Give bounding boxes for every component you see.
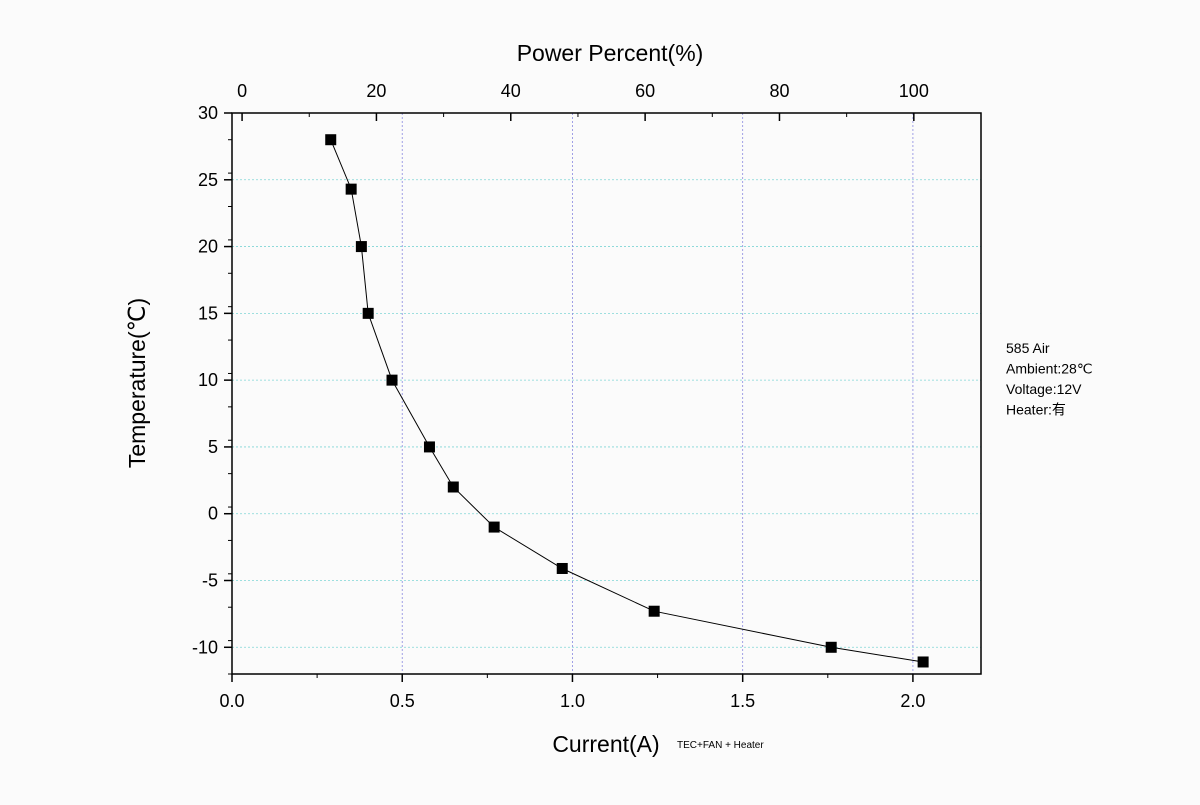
x-tick-label: 1.0 xyxy=(560,691,585,711)
y-tick-label: 5 xyxy=(208,437,218,457)
y-tick-label: 20 xyxy=(198,237,218,257)
axes-layer xyxy=(224,112,982,682)
top-x-tick-label: 20 xyxy=(366,81,386,101)
x-axis-title: Current(A) xyxy=(552,731,659,757)
data-point xyxy=(345,183,357,195)
x-tick-label: 0.0 xyxy=(219,691,244,711)
x-axis-note: TEC+FAN + Heater xyxy=(677,740,764,751)
side-note: Ambient:28℃ xyxy=(1006,361,1093,377)
x-tick-label: 1.5 xyxy=(730,691,755,711)
top-x-tick-label: 100 xyxy=(899,81,929,101)
series-line xyxy=(330,139,924,663)
data-point xyxy=(362,307,374,319)
x-tick-label: 2.0 xyxy=(900,691,925,711)
y-tick-label: 25 xyxy=(198,170,218,190)
series-layer xyxy=(325,134,929,668)
grid-layer xyxy=(232,113,981,674)
top-axis-title: Power Percent(%) xyxy=(517,40,704,66)
data-point xyxy=(556,562,568,574)
x-tick-label: 0.5 xyxy=(390,691,415,711)
top-x-tick-label: 60 xyxy=(635,81,655,101)
data-point xyxy=(423,441,435,453)
top-x-tick-label: 0 xyxy=(237,81,247,101)
y-axis-title: Temperature(℃) xyxy=(124,298,150,468)
side-note: 585 Air xyxy=(1006,340,1050,356)
y-tick-label: 30 xyxy=(198,103,218,123)
side-note: Voltage:12V xyxy=(1006,381,1082,397)
y-tick-label: 10 xyxy=(198,370,218,390)
data-point xyxy=(355,241,367,253)
data-point xyxy=(917,656,929,668)
labels-layer: -10 -5 0 5 10 15 20 25 30 0.0 0.5 1.0 1.5 2.0 0 20 40 60 8… xyxy=(124,40,1093,757)
data-point xyxy=(325,134,337,146)
y-tick-label: 15 xyxy=(198,303,218,323)
top-x-tick-label: 40 xyxy=(501,81,521,101)
y-tick-label: -5 xyxy=(202,571,218,591)
data-point xyxy=(488,521,500,533)
data-point xyxy=(648,605,660,617)
side-note: Heater:有 xyxy=(1006,402,1066,418)
data-point xyxy=(386,374,398,386)
y-tick-label: 0 xyxy=(208,504,218,524)
top-x-tick-label: 80 xyxy=(769,81,789,101)
y-tick-label: -10 xyxy=(192,637,218,657)
plot-frame xyxy=(231,112,982,675)
data-point xyxy=(447,481,459,493)
data-point xyxy=(825,641,837,653)
